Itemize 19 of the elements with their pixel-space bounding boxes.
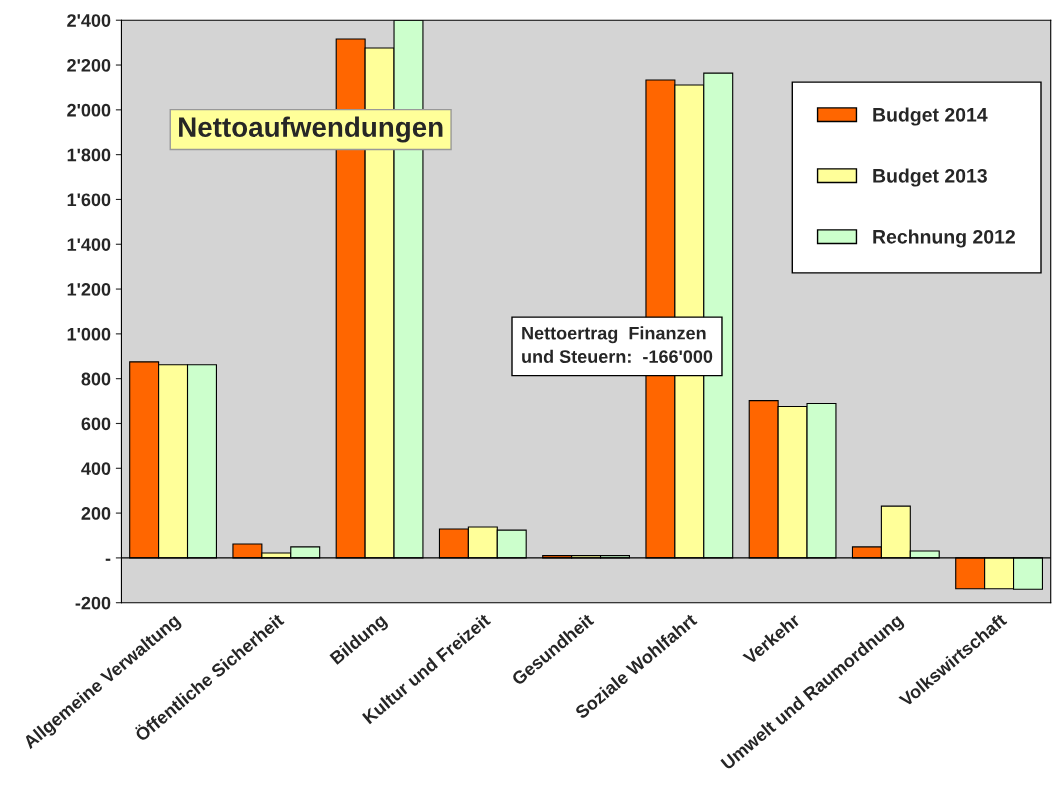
y-tick-label: 800 [81,372,111,386]
y-tick-label: 1'000 [67,327,111,341]
annotation: Nettoertrag Finanzen und Steuern: -166'000 [522,326,713,363]
legend-label: Budget 2014 [873,107,988,126]
y-tick-label: 1'600 [67,193,111,207]
y-tick-label: - [105,558,111,561]
y-tick-label: 200 [81,507,111,520]
y-tick-label: 1'200 [67,283,111,296]
y-tick-label: 1'400 [67,238,111,251]
y-tick-label: 2'000 [67,103,111,117]
y-tick-label: 2'400 [67,14,111,27]
y-tick-label: 1'800 [67,148,111,162]
legend-label: Rechnung 2012 [873,229,1015,248]
y-tick-label: 400 [81,462,111,476]
y-tick-label: 600 [81,417,111,431]
legend-label: Budget 2013 [873,168,987,187]
y-tick-label: -200 [75,596,111,610]
text: Nettoaufwendungen [179,116,443,143]
y-tick-label: 2'200 [67,58,111,72]
